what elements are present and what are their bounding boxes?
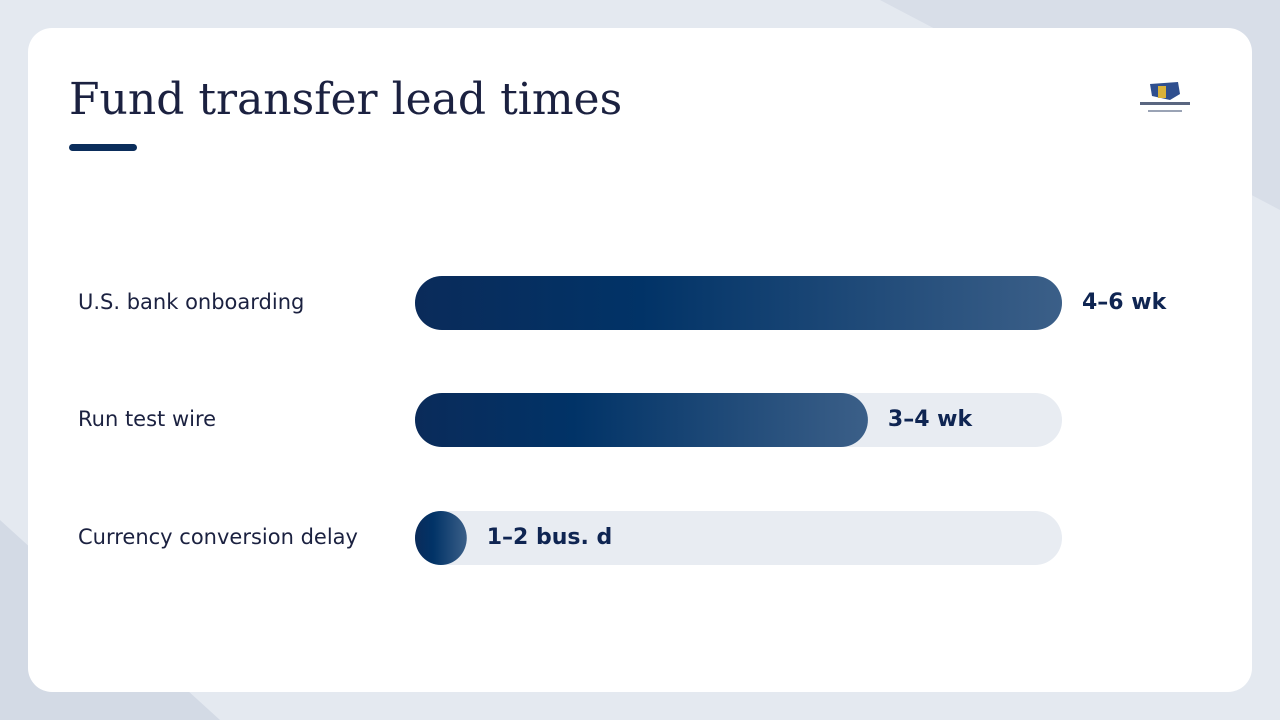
category-label: U.S. bank onboarding [78, 290, 304, 314]
title-underline [69, 144, 137, 151]
chart-title: Fund transfer lead times [69, 74, 622, 125]
bar [415, 276, 1062, 330]
bar [415, 393, 868, 447]
category-label: Run test wire [78, 407, 216, 431]
value-label: 3–4 wk [888, 407, 974, 432]
bar [415, 511, 467, 565]
logo [1140, 82, 1190, 112]
bar-track [415, 511, 1062, 565]
card [28, 28, 1252, 692]
category-label: Currency conversion delay [78, 525, 358, 549]
value-label: 1–2 bus. d [487, 525, 613, 550]
value-label: 4–6 wk [1082, 290, 1168, 315]
